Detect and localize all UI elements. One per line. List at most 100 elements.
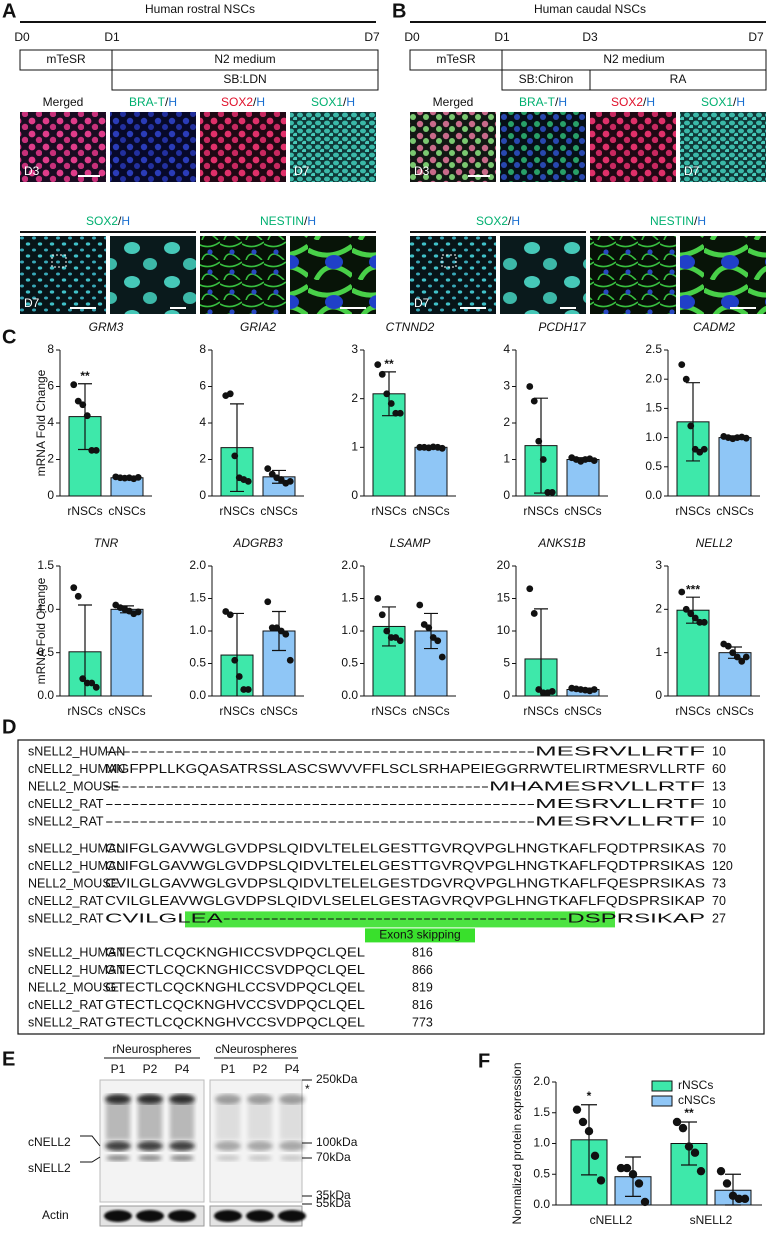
- data-point: [691, 614, 699, 622]
- data-point: [134, 608, 142, 616]
- legend-swatch: [651, 1095, 673, 1107]
- band: [137, 1141, 163, 1151]
- day-tag: D3: [24, 164, 40, 178]
- data-point: [92, 683, 100, 691]
- sequence-position: 816: [412, 998, 433, 1012]
- stain-part: /: [343, 95, 347, 109]
- micrograph: [200, 112, 286, 182]
- sequence-name: sNELL2_HUMAN: [28, 945, 125, 959]
- actin-band: [104, 1210, 132, 1222]
- micrograph: [500, 236, 586, 314]
- sequence: CVILGLEA--------------------------------…: [105, 912, 705, 926]
- significance: **: [384, 357, 394, 371]
- data-point: [535, 437, 543, 445]
- y-tick-label: 3: [351, 342, 358, 356]
- inset-box: [51, 254, 67, 268]
- data-point: [742, 653, 750, 661]
- y-tick-label: 3: [655, 558, 662, 572]
- y-tick-label: 2: [199, 452, 206, 466]
- medium-label: mTeSR: [436, 52, 476, 66]
- data-point: [690, 1148, 700, 1157]
- x-tick-label: rNSCs: [523, 704, 558, 718]
- data-point: [700, 445, 708, 453]
- stain-part: SOX1: [311, 95, 343, 109]
- y-tick-label: 1.0: [533, 1136, 550, 1150]
- exon-skip-highlight: [185, 911, 615, 928]
- actin-band: [278, 1210, 306, 1222]
- micrograph: [680, 236, 766, 314]
- data-point: [590, 457, 598, 464]
- stain-label: Merged: [43, 95, 84, 109]
- significance: ***: [686, 582, 700, 596]
- y-tick-label: 0.5: [341, 656, 358, 670]
- data-point: [696, 1166, 706, 1176]
- stain-label: Merged: [433, 95, 474, 109]
- sequence-position: 773: [412, 1016, 433, 1030]
- y-axis-label: Normalized protein expression: [510, 1062, 524, 1224]
- y-axis-label: mRNA Fold Change: [34, 577, 48, 684]
- day-label: D3: [582, 30, 598, 44]
- y-tick-label: 0.0: [533, 1197, 550, 1211]
- data-point: [584, 1127, 594, 1136]
- stain-part: H: [646, 95, 655, 109]
- significance: *: [587, 1089, 592, 1103]
- stain-part: SOX2: [476, 214, 508, 228]
- smear: [248, 1100, 272, 1140]
- data-point: [374, 361, 382, 368]
- stain-part: Merged: [433, 95, 474, 109]
- data-point: [92, 446, 100, 454]
- data-point: [578, 1117, 588, 1127]
- band-pointer: [80, 1156, 101, 1163]
- mw-marker: 100kDa: [316, 1135, 358, 1149]
- panel-title: Human rostral NSCs: [145, 2, 255, 16]
- micrograph: [500, 112, 586, 182]
- data-point: [70, 584, 78, 592]
- y-tick-label: 0.5: [533, 1166, 550, 1180]
- y-tick-label: 1: [655, 645, 662, 659]
- stain-part: /: [643, 95, 647, 109]
- stain-part: H: [121, 214, 130, 228]
- stain-part: BRA-T: [519, 95, 556, 109]
- micrograph: [680, 112, 766, 182]
- data-point: [539, 456, 547, 463]
- sequence-name: sNELL2_HUMAN: [28, 744, 125, 758]
- x-tick-label: cNSCs: [564, 504, 601, 518]
- exon-skip-label: Exon3 skipping: [379, 928, 460, 942]
- sequence: ----------------------------------------…: [105, 797, 706, 811]
- blot-star: *: [305, 1082, 310, 1096]
- y-tick-label: 0.0: [37, 688, 54, 702]
- alignment-box: [17, 739, 765, 1035]
- day-label: D7: [748, 30, 764, 44]
- stain-part: /: [555, 95, 559, 109]
- sequence: CLIFGLGAVWGLGVDPSLQIDVLTELELGESTTGVRQVPG…: [105, 859, 705, 873]
- stain-part: NESTIN: [260, 214, 304, 228]
- sequence-name: cNELL2_RAT: [28, 998, 104, 1012]
- lane-label: P2: [143, 1062, 158, 1076]
- data-point: [678, 361, 686, 368]
- sequence-name: sNELL2_RAT: [28, 815, 104, 829]
- day-tag: D7: [684, 164, 700, 178]
- y-tick-label: 0.5: [645, 459, 662, 473]
- data-point: [729, 649, 737, 657]
- data-point: [622, 1163, 632, 1173]
- band: [170, 1155, 194, 1161]
- band: [106, 1155, 130, 1161]
- data-point: [383, 627, 391, 635]
- x-tick-label: rNSCs: [371, 704, 406, 718]
- stain-label: SOX2/H: [476, 214, 520, 228]
- significance: **: [80, 369, 90, 383]
- sequence-position: 70: [712, 841, 726, 855]
- y-tick-label: 2.0: [533, 1074, 550, 1088]
- y-tick-label: 1.0: [37, 602, 54, 616]
- y-tick-label: 0: [351, 488, 358, 502]
- y-tick-label: 2: [655, 602, 662, 616]
- x-tick-label: cNSCs: [412, 704, 449, 718]
- actin-band: [136, 1210, 164, 1222]
- data-point: [438, 653, 446, 661]
- stain-label: NESTIN/H: [260, 214, 316, 228]
- panel-letter: F: [478, 1050, 490, 1072]
- day-tag: D3: [414, 164, 430, 178]
- data-point: [548, 688, 556, 695]
- sequence: GTECTLCQCKNGHLCCSVDPQCLQEL: [105, 980, 365, 994]
- data-point: [724, 642, 732, 650]
